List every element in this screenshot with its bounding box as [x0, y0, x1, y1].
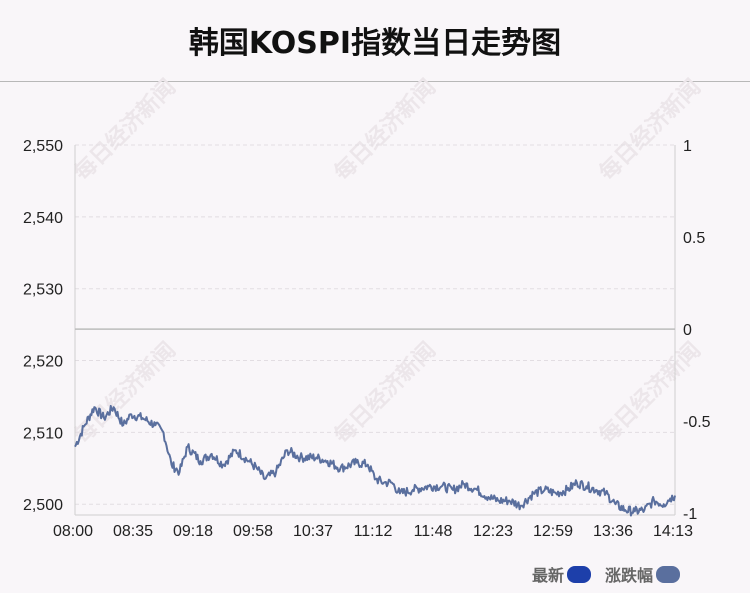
- y-left-tick-label: 2,520: [23, 354, 63, 371]
- x-tick-label: 12:59: [533, 523, 573, 540]
- y-right-tick-label: -1: [683, 506, 697, 523]
- y-right-tick-label: 0: [683, 322, 692, 339]
- x-tick-label: 11:48: [414, 523, 453, 540]
- legend-swatch-latest: [567, 565, 592, 583]
- series-layer: [74, 404, 676, 517]
- legend-swatch-change: [656, 565, 681, 583]
- watermark-text: 每日经济新闻: [329, 74, 441, 186]
- x-tick-label: 11:12: [354, 523, 393, 540]
- y-axis-left-labels: 2,550 2,540 2,530 2,520 2,510 2,500: [23, 138, 63, 514]
- series-line-latest: [74, 404, 676, 517]
- y-right-tick-label: 0.5: [683, 230, 705, 247]
- y-right-tick-label: 1: [683, 138, 692, 155]
- x-tick-label: 08:00: [53, 523, 93, 540]
- x-tick-label: 12:23: [473, 523, 513, 540]
- x-tick-label: 14:13: [653, 523, 693, 540]
- watermark-text: 每日经济新闻: [69, 74, 181, 186]
- y-left-tick-label: 2,540: [23, 210, 63, 227]
- axes: [74, 145, 676, 516]
- page-title: 韩国KOSPI指数当日走势图: [188, 26, 562, 61]
- y-left-tick-label: 2,530: [23, 282, 63, 299]
- y-left-tick-label: 2,510: [23, 425, 63, 442]
- x-tick-label: 10:37: [293, 523, 333, 540]
- watermark-text: 每日经济新闻: [594, 74, 706, 186]
- x-tick-label: 09:58: [233, 523, 273, 540]
- legend: 最新 涨跌幅: [532, 563, 694, 585]
- y-left-tick-label: 2,500: [23, 497, 63, 514]
- legend-label-change: 涨跌幅: [605, 566, 654, 585]
- y-axis-right-labels: 1 0.5 0 -0.5 -1: [683, 138, 711, 523]
- x-axis-labels: 08:00 08:35 09:18 09:58 10:37 11:12 11:48 12:23…: [53, 523, 693, 540]
- grid-lines: [75, 144, 675, 505]
- y-left-tick-label: 2,550: [23, 138, 63, 155]
- x-tick-label: 08:35: [113, 523, 153, 540]
- x-tick-label: 13:36: [593, 523, 633, 540]
- y-right-tick-label: -0.5: [683, 414, 711, 431]
- x-tick-label: 09:18: [173, 523, 213, 540]
- title-divider: [0, 81, 750, 82]
- legend-label-latest: 最新: [532, 566, 565, 585]
